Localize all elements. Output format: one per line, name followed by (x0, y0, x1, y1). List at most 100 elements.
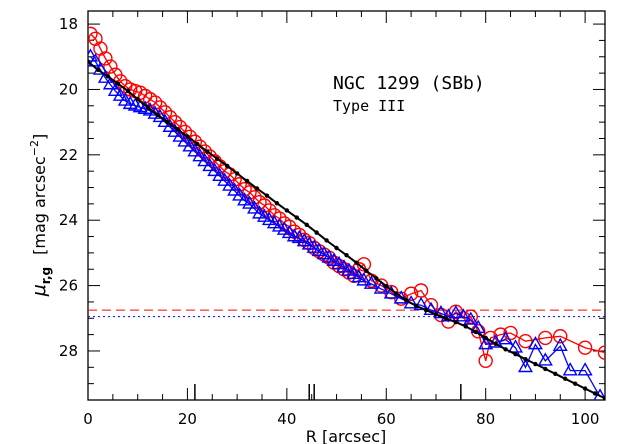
data-point-model (105, 74, 111, 79)
data-point-g (363, 275, 379, 289)
data-point-model (533, 361, 538, 367)
annotation-title: NGC 1299 (SBb) (333, 73, 485, 94)
data-point-model (602, 396, 605, 400)
data-point-model (374, 276, 379, 281)
data-point-r (478, 353, 493, 368)
data-point-g (527, 336, 543, 350)
data-point-model (254, 186, 260, 191)
tick-labels: 0 20 40 60 80 100 18 20 22 24 26 28 (59, 15, 600, 428)
data-point-model (274, 201, 280, 206)
data-point-r (247, 190, 262, 205)
annotation-subtitle: Type III (333, 97, 405, 115)
data-point-g (102, 76, 118, 90)
y-tick-label: 20 (59, 80, 78, 98)
sky-limit-lines (88, 309, 605, 318)
axis-ticks (87, 11, 605, 400)
data-point-model (523, 356, 528, 362)
plot-frame (87, 10, 606, 401)
data-point-model (592, 391, 598, 396)
y-axis-units: [mag arcsec (30, 156, 49, 255)
data-point-r (242, 185, 257, 200)
y-axis-exponent: −2 (28, 140, 41, 156)
data-point-g (433, 304, 449, 319)
break-markers (194, 384, 462, 400)
svg-text:μr,g[mag arcsec−2]: μr,g [mag arcsec−2] (28, 134, 53, 298)
data-point-model (125, 88, 130, 93)
data-point-model (423, 307, 429, 313)
data-point-model (215, 156, 220, 161)
data-point-model (513, 352, 518, 357)
data-point-model (563, 376, 568, 381)
data-point-model (195, 141, 200, 147)
data-series (88, 26, 605, 400)
data-point-g (212, 167, 228, 181)
data-point-g (508, 339, 524, 353)
x-axis-title: R [arcsec] (306, 427, 387, 444)
data-point-g (222, 177, 238, 191)
data-point-r (538, 330, 553, 346)
data-point-model (384, 284, 389, 289)
data-point-r (103, 59, 118, 74)
y-axis-title: μr,g [mag arcsec−2] (28, 134, 53, 298)
data-point-r (98, 51, 113, 66)
data-point-g (517, 358, 533, 373)
data-point-g (448, 304, 464, 319)
data-point-model (443, 316, 449, 321)
data-point-model (175, 127, 180, 132)
data-point-model (483, 335, 488, 341)
data-point-model (294, 215, 299, 220)
data-point-model (493, 341, 498, 346)
x-tick-label: 100 (571, 410, 600, 428)
data-point-r (257, 198, 272, 213)
data-point-model (394, 291, 399, 296)
data-point-model (433, 312, 439, 317)
data-point-model (463, 324, 469, 329)
data-point-g (192, 148, 208, 162)
data-point-g (413, 296, 429, 311)
x-tick-label: 0 (83, 410, 93, 428)
series-model (88, 59, 605, 400)
data-point-model (582, 386, 588, 391)
data-point-g (88, 53, 103, 67)
data-point-model (503, 347, 508, 352)
data-point-g (232, 187, 248, 201)
data-point-model (165, 119, 170, 125)
data-point-model (314, 230, 319, 235)
data-point-g (562, 362, 578, 376)
data-point-model (334, 245, 339, 251)
data-point-model (284, 208, 290, 213)
data-point-model (324, 238, 329, 243)
x-tick-label: 40 (277, 410, 296, 428)
y-axis-symbol: μ (28, 284, 50, 297)
y-tick-label: 18 (59, 15, 78, 33)
data-point-g (478, 336, 494, 350)
data-point-r (518, 333, 533, 349)
data-point-r (262, 203, 277, 218)
data-point-g (537, 352, 553, 366)
x-tick-label: 60 (377, 410, 396, 428)
data-point-model (473, 329, 478, 335)
data-point-g (182, 138, 198, 152)
data-point-model (185, 134, 190, 139)
data-point-model (135, 97, 140, 102)
y-tick-label: 22 (59, 146, 78, 164)
y-axis-close: ] (30, 134, 49, 140)
data-point-g (107, 82, 123, 96)
data-point-model (403, 298, 409, 303)
data-point-model (224, 163, 230, 169)
data-point-g (463, 311, 479, 325)
data-point-model (572, 381, 578, 386)
data-point-g (242, 195, 258, 209)
data-point-g (356, 272, 372, 286)
data-point-g (552, 337, 568, 351)
data-point-model (244, 178, 250, 184)
data-point-model (145, 105, 150, 110)
data-point-r (503, 325, 518, 341)
data-point-model (205, 149, 210, 154)
data-point-model (543, 366, 548, 372)
x-tick-label: 20 (178, 410, 197, 428)
data-point-r (553, 329, 568, 344)
data-point-g (187, 143, 203, 157)
data-point-model (354, 260, 359, 265)
data-point-g (177, 133, 193, 147)
